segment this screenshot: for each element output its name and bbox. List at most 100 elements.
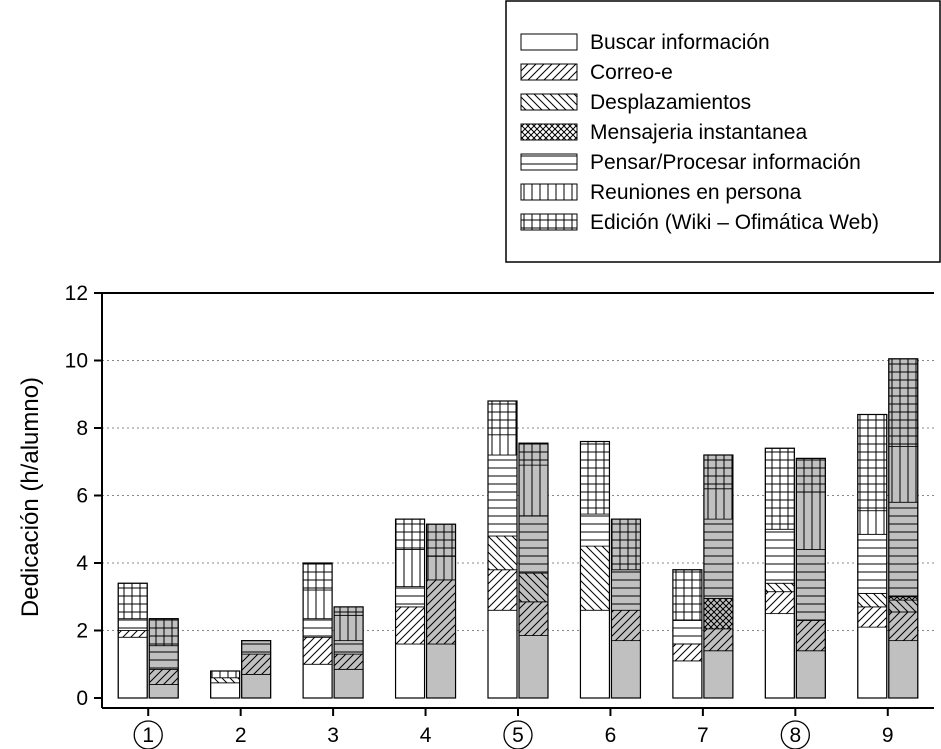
y-axis-title: Dedicación (h/alumno): [17, 377, 44, 617]
bar-segment: [795, 650, 826, 699]
category-circle: [780, 720, 810, 749]
bar-segment: [426, 643, 456, 699]
bar-stack: [333, 606, 364, 699]
bar-segment: [395, 606, 425, 645]
y-tick-label: 6: [76, 485, 88, 508]
bar-segment: [487, 400, 518, 436]
bar-segment: [888, 446, 919, 503]
bar-segment: [333, 653, 364, 670]
bar-stack: [148, 618, 179, 699]
bar-stack: [425, 523, 457, 699]
bar-segment: [395, 549, 425, 588]
bar-segment: [333, 668, 364, 699]
bar-segment: [857, 510, 888, 535]
bar-segment: [487, 434, 518, 456]
bar-segment: [703, 650, 734, 699]
bar-segment: [857, 606, 888, 628]
legend-frame: [505, 0, 941, 263]
bar-segment: [302, 589, 333, 620]
bar-outline: [610, 518, 642, 699]
x-tick-label: 9: [882, 724, 894, 747]
bar-stack: [394, 518, 426, 699]
bar-outline: [487, 400, 518, 699]
y-tick-label: 10: [65, 350, 88, 373]
bar-segment: [764, 528, 795, 584]
bar-segment: [611, 518, 641, 571]
bar-segment: [580, 609, 610, 699]
y-tick-label: 4: [76, 552, 88, 575]
bar-stack: [610, 518, 642, 699]
bar-segment: [672, 660, 703, 699]
bar-segment: [333, 606, 364, 616]
bar-segment: [117, 630, 148, 638]
bar-segment: [672, 643, 703, 662]
bar-stack: [241, 640, 272, 699]
legend-label: Correo-e: [590, 61, 673, 84]
bar-stack: [117, 582, 148, 699]
bar-segment: [703, 454, 734, 490]
y-tick-label: 8: [76, 417, 88, 440]
y-tick-label: 0: [76, 687, 88, 710]
bar-segment: [888, 611, 919, 642]
bar-outline: [117, 582, 148, 699]
bar-segment: [888, 599, 919, 613]
bar-segment: [487, 535, 518, 571]
legend-swatch: [520, 183, 578, 201]
bar-segment: [241, 673, 272, 699]
bar-segment: [795, 491, 826, 550]
x-tick-label: 3: [327, 724, 339, 747]
bar-outline: [888, 358, 919, 699]
bar-segment: [518, 515, 549, 574]
bar-outline: [333, 606, 364, 699]
legend-label: Pensar/Procesar información: [590, 151, 861, 174]
bar-segment: [795, 457, 826, 493]
bar-outline: [857, 413, 888, 699]
bar-segment: [302, 618, 333, 638]
bar-segment: [672, 619, 703, 645]
bar-segment: [333, 614, 364, 642]
bars: [117, 358, 919, 699]
bar-segment: [857, 414, 888, 512]
bar-segment: [703, 628, 734, 652]
bar-stack: [579, 440, 611, 699]
bar-segment: [888, 501, 919, 598]
bar-outline: [764, 447, 795, 699]
bar-segment: [764, 447, 795, 530]
category-circle: [503, 720, 533, 749]
bar-outline: [518, 442, 549, 699]
legend-swatch: [520, 93, 578, 111]
bar-stack: [672, 569, 703, 699]
bar-segment: [487, 609, 518, 699]
bar-stack: [857, 413, 888, 699]
bar-outline: [302, 562, 333, 699]
legend-label: Desplazamientos: [590, 91, 751, 114]
legend-label: Reuniones en persona: [590, 181, 802, 204]
bar-segment: [764, 613, 795, 699]
bar-segment: [518, 572, 549, 603]
bar-segment: [148, 684, 179, 699]
bar-segment: [888, 596, 919, 601]
bar-stack: [518, 442, 549, 699]
bar-segment: [857, 592, 888, 608]
legend-swatch: [520, 33, 578, 51]
bar-segment: [795, 619, 826, 652]
bar-outline: [795, 457, 826, 699]
bar-segment: [580, 441, 610, 515]
bar-stack: [888, 358, 919, 699]
bar-segment: [857, 533, 888, 594]
bar-segment: [148, 668, 179, 685]
bar-segment: [518, 635, 549, 699]
bar-outline: [241, 640, 272, 699]
legend-label: Mensajeria instantanea: [590, 121, 807, 144]
bar-segment: [426, 555, 456, 581]
bar-segment: [611, 640, 641, 699]
legend-swatch: [520, 153, 578, 171]
bar-stack: [795, 457, 826, 699]
bar-outline: [210, 670, 241, 699]
bar-segment: [487, 454, 518, 537]
bar-segment: [148, 618, 179, 647]
bar-segment: [611, 609, 641, 642]
bar-segment: [518, 601, 549, 636]
legend-swatch: [520, 213, 578, 231]
